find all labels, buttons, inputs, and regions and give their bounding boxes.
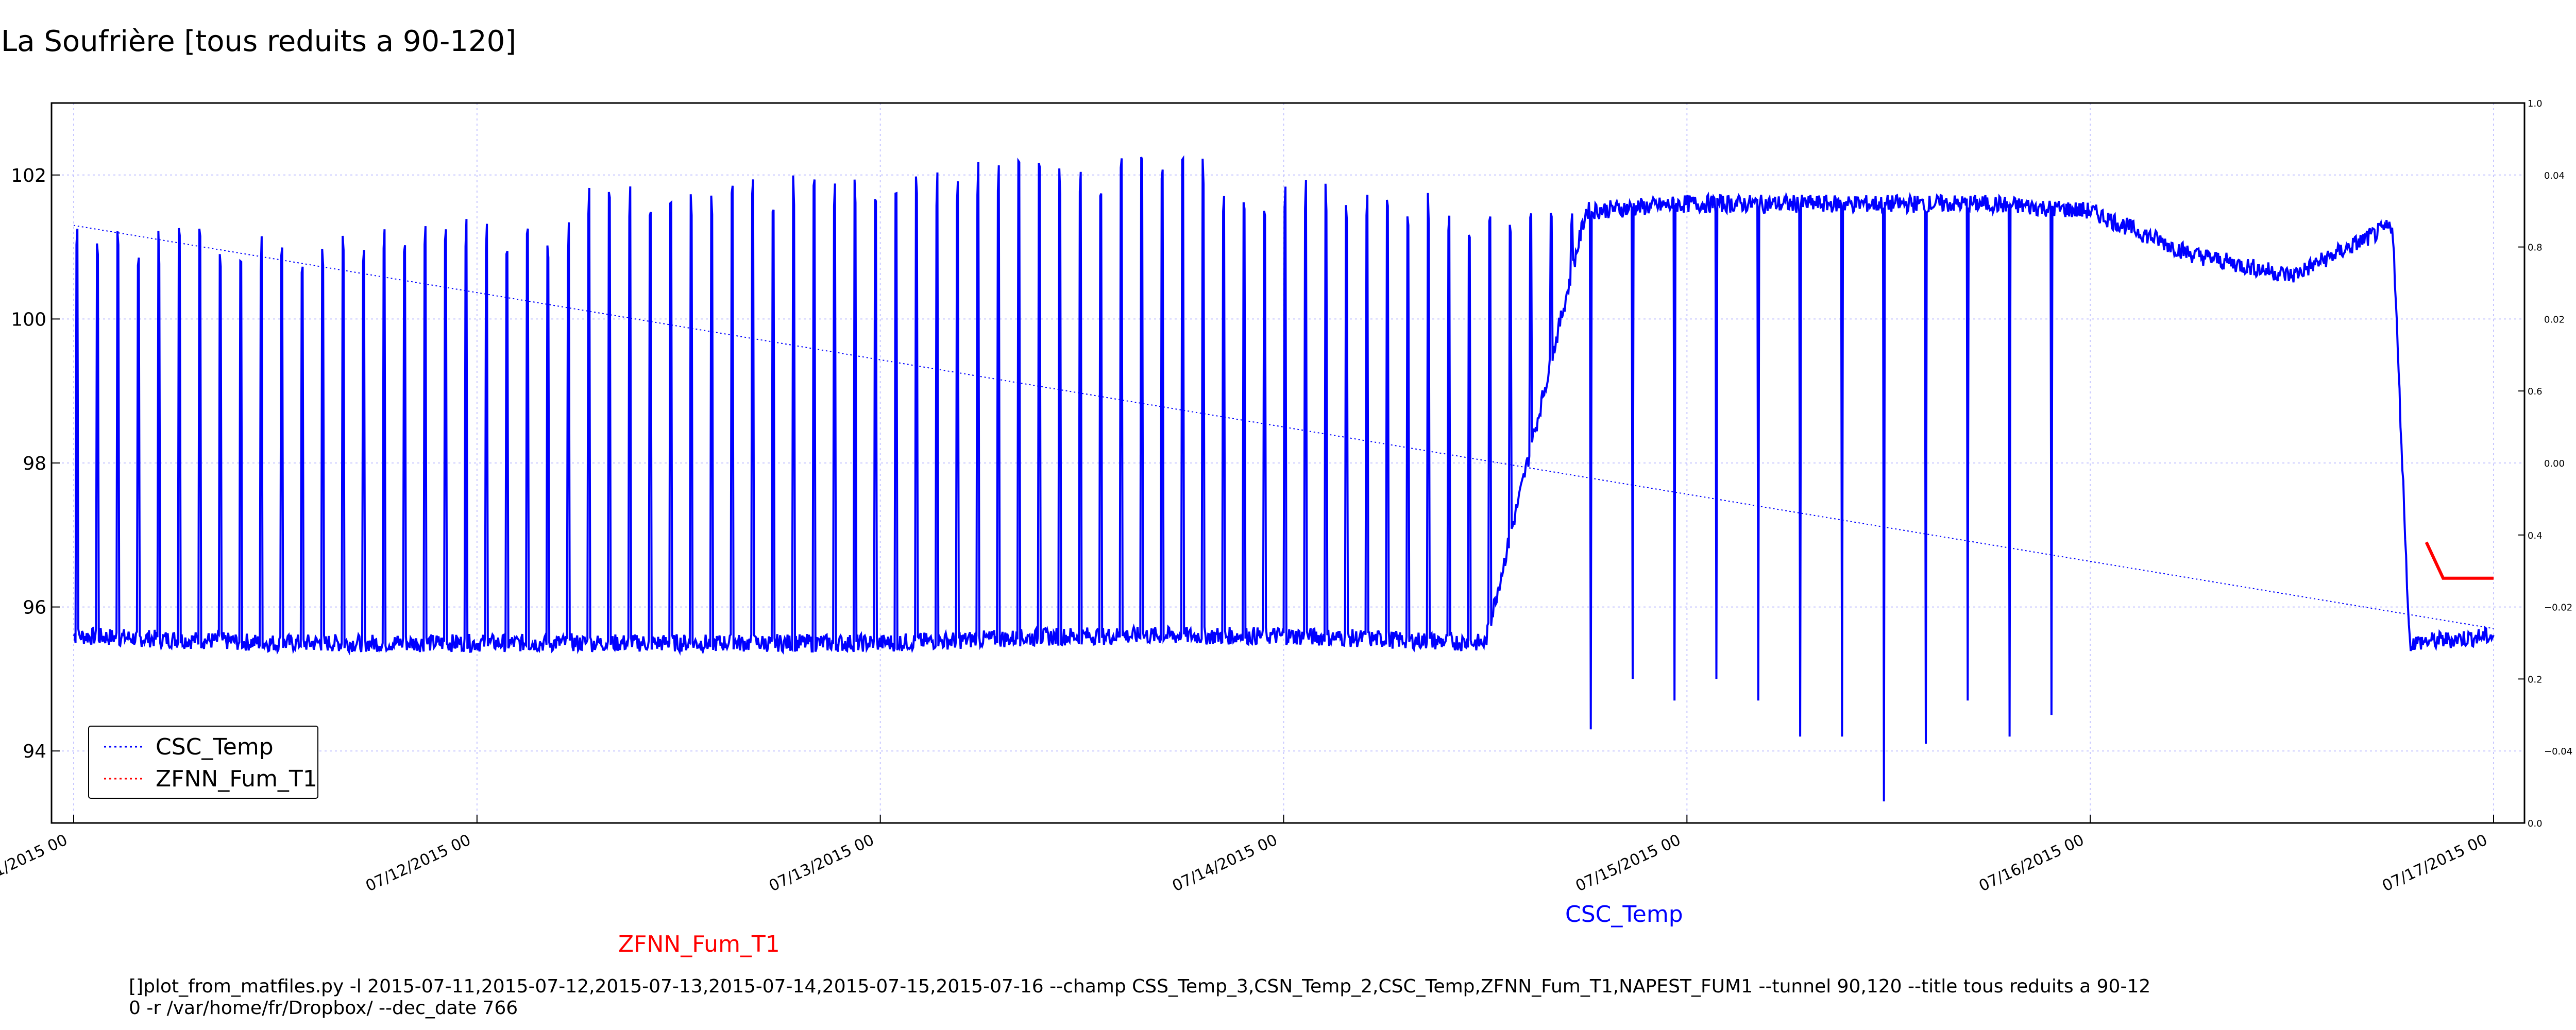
y-tick-label: 94: [23, 741, 46, 762]
x-tick-label: 07/16/2015 00: [1976, 831, 2087, 896]
y3-tick-label: −0.04: [2544, 746, 2572, 757]
x-tick-label: 07/15/2015 00: [1573, 831, 1684, 896]
x-tick-label: 07/14/2015 00: [1170, 831, 1280, 896]
y3-tick-label: −0.02: [2544, 603, 2572, 613]
x-tick-label: 07/12/2015 00: [363, 831, 473, 896]
y3-tick-label: 0.00: [2544, 458, 2565, 469]
y2-tick-label: 0.0: [2528, 818, 2543, 829]
zfnn-fum-line: [2425, 541, 2494, 580]
y-tick-label: 96: [23, 597, 46, 619]
legend-label: ZFNN_Fum_T1: [156, 766, 317, 792]
legend-box: [88, 726, 318, 799]
y3-tick-label: 0.02: [2544, 314, 2565, 325]
command-line-2: 0 -r /var/home/fr/Dropbox/ --dec_date 76…: [129, 998, 518, 1019]
y3-tick-label: 0.04: [2544, 170, 2565, 181]
y2-tick-label: 0.4: [2528, 530, 2543, 541]
x-tick-label: 07/17/2015 00: [2380, 831, 2490, 896]
csc-temp-connector: [73, 225, 2494, 629]
y2-tick-label: 0.2: [2528, 674, 2543, 685]
x-tick-label: 07/11/2015 00: [0, 831, 70, 896]
y2-tick-label: 0.6: [2528, 386, 2543, 397]
y-tick-label: 100: [11, 309, 46, 330]
y-tick-label: 102: [11, 165, 46, 186]
y-tick-label: 98: [23, 453, 46, 474]
y2-tick-label: 1.0: [2528, 98, 2543, 109]
command-line: []plot_from_matfiles.py -l 2015-07-11,20…: [129, 976, 2150, 1019]
zfnn-label: ZFNN_Fum_T1: [618, 931, 780, 957]
y2-tick-label: 0.8: [2528, 243, 2543, 253]
csc-label: CSC_Temp: [1565, 901, 1683, 928]
x-tick-label: 07/13/2015 00: [766, 831, 877, 896]
command-line-1: []plot_from_matfiles.py -l 2015-07-11,20…: [129, 976, 2151, 997]
csc-temp-line: [73, 155, 2495, 802]
plot-frame: [50, 102, 2526, 824]
chart-title: La Soufrière [tous reduits a 90-120]: [1, 25, 517, 58]
legend-label: CSC_Temp: [156, 734, 274, 760]
